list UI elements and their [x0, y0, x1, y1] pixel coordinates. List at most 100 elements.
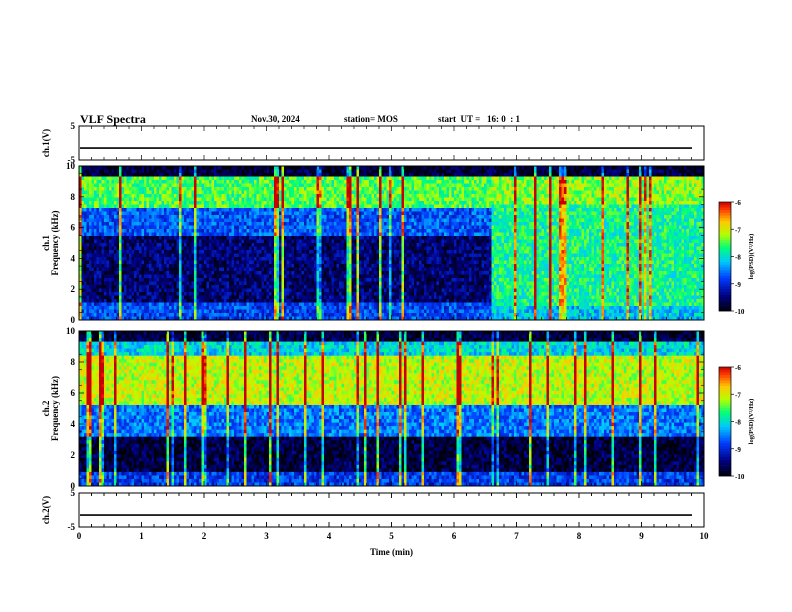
- heatmap-cell: [257, 194, 260, 198]
- heatmap-cell: [269, 173, 272, 177]
- heatmap-cell: [92, 187, 95, 191]
- heatmap-cell: [94, 177, 97, 181]
- heatmap-cell: [239, 310, 242, 314]
- heatmap-cell: [137, 184, 140, 188]
- heatmap-cell: [177, 236, 180, 240]
- heatmap-cell: [239, 229, 242, 233]
- heatmap-cell: [94, 268, 97, 272]
- heatmap-cell: [87, 166, 90, 170]
- heatmap-cell: [84, 226, 87, 230]
- heatmap-cell: [129, 187, 132, 191]
- heatmap-cell: [339, 205, 342, 209]
- heatmap-cell: [134, 271, 137, 275]
- heatmap-cell: [182, 177, 185, 181]
- heatmap-cell: [202, 303, 205, 307]
- heatmap-cell: [237, 236, 240, 240]
- heatmap-cell: [222, 240, 225, 244]
- heatmap-cell: [142, 296, 145, 300]
- heatmap-cell: [132, 180, 135, 184]
- heatmap-cell: [147, 268, 150, 272]
- heatmap-cell: [109, 222, 112, 226]
- heatmap-cell: [197, 257, 200, 261]
- heatmap-cell: [304, 187, 307, 191]
- heatmap-cell: [307, 177, 310, 181]
- heatmap-cell: [259, 306, 262, 310]
- heatmap-cell: [244, 222, 247, 226]
- heatmap-cell: [82, 285, 85, 289]
- heatmap-cell: [219, 180, 222, 184]
- heatmap-cell: [212, 191, 215, 195]
- heatmap-cell: [312, 254, 315, 258]
- heatmap-cell: [334, 226, 337, 230]
- heatmap-cell: [262, 229, 265, 233]
- heatmap-cell: [332, 257, 335, 261]
- heatmap-cell: [94, 243, 97, 247]
- heatmap-cell: [282, 313, 285, 317]
- heatmap-cell: [204, 194, 207, 198]
- heatmap-cell: [319, 198, 322, 202]
- heatmap-cell: [274, 254, 277, 258]
- heatmap-cell: [279, 303, 282, 307]
- heatmap-cell: [319, 271, 322, 275]
- heatmap-cell: [232, 271, 235, 275]
- heatmap-cell: [112, 215, 115, 219]
- heatmap-cell: [122, 177, 125, 181]
- heatmap-cell: [349, 271, 352, 275]
- heatmap-cell: [189, 191, 192, 195]
- heatmap-cell: [109, 292, 112, 296]
- heatmap-cell: [132, 257, 135, 261]
- heatmap-cell: [339, 191, 342, 195]
- heatmap-cell: [219, 201, 222, 205]
- heatmap-cell: [269, 187, 272, 191]
- heatmap-cell: [179, 215, 182, 219]
- heatmap-cell: [282, 268, 285, 272]
- heatmap-cell: [157, 250, 160, 254]
- heatmap-cell: [222, 233, 225, 237]
- heatmap-cell: [157, 184, 160, 188]
- heatmap-cell: [267, 173, 270, 177]
- heatmap-cell: [272, 198, 275, 202]
- heatmap-cell: [137, 275, 140, 279]
- heatmap-cell: [162, 212, 165, 216]
- heatmap-cell: [307, 191, 310, 195]
- heatmap-cell: [94, 198, 97, 202]
- heatmap-cell: [344, 205, 347, 209]
- heatmap-cell: [154, 226, 157, 230]
- heatmap-cell: [157, 275, 160, 279]
- heatmap-cell: [154, 292, 157, 296]
- heatmap-cell: [224, 313, 227, 317]
- heatmap-cell: [117, 299, 120, 303]
- heatmap-cell: [102, 226, 105, 230]
- heatmap-cell: [144, 303, 147, 307]
- heatmap-cell: [282, 177, 285, 181]
- heatmap-cell: [99, 222, 102, 226]
- heatmap-cell: [109, 194, 112, 198]
- heatmap-cell: [97, 166, 100, 170]
- heatmap-cell: [129, 212, 132, 216]
- heatmap-cell: [194, 299, 197, 303]
- heatmap-cell: [182, 306, 185, 310]
- heatmap-cell: [319, 205, 322, 209]
- heatmap-cell: [269, 180, 272, 184]
- heatmap-cell: [164, 198, 167, 202]
- heatmap-cell: [112, 170, 115, 174]
- heatmap-cell: [307, 310, 310, 314]
- heatmap-cell: [304, 215, 307, 219]
- heatmap-cell: [149, 299, 152, 303]
- heatmap-cell: [347, 292, 350, 296]
- heatmap-cell: [109, 303, 112, 307]
- heatmap-cell: [304, 296, 307, 300]
- heatmap-cell: [217, 233, 220, 237]
- heatmap-cell: [224, 194, 227, 198]
- heatmap-cell: [244, 173, 247, 177]
- heatmap-cell: [324, 271, 327, 275]
- heatmap-cell: [154, 180, 157, 184]
- heatmap-cell: [187, 250, 190, 254]
- heatmap-cell: [244, 198, 247, 202]
- heatmap-cell: [132, 261, 135, 265]
- heatmap-cell: [257, 173, 260, 177]
- heatmap-cell: [297, 268, 300, 272]
- heatmap-cell: [157, 236, 160, 240]
- heatmap-cell: [142, 310, 145, 314]
- heatmap-cell: [204, 299, 207, 303]
